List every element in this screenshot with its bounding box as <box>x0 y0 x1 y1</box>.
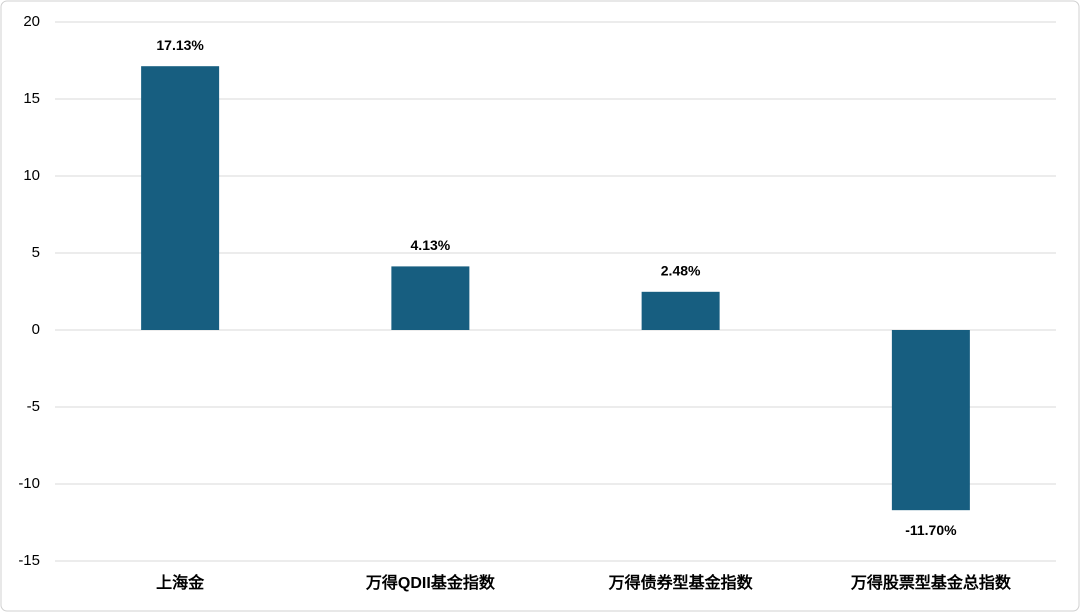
x-tick-label: 万得QDII基金指数 <box>365 573 496 592</box>
y-tick-label: 0 <box>32 321 40 338</box>
y-tick-label: 20 <box>23 13 40 30</box>
bar <box>141 66 220 330</box>
y-tick-label: -10 <box>18 475 40 492</box>
value-label: -11.70% <box>905 522 957 538</box>
value-label: 17.13% <box>156 37 204 53</box>
bar <box>391 266 470 330</box>
y-tick-label: -15 <box>18 552 40 569</box>
value-label: 2.48% <box>661 263 701 279</box>
bar <box>641 291 720 330</box>
y-tick-label: -5 <box>27 398 40 415</box>
y-tick-label: 10 <box>23 167 40 184</box>
y-tick-label: 15 <box>23 90 40 107</box>
x-tick-label: 万得债券型基金指数 <box>608 573 754 592</box>
x-tick-label: 万得股票型基金总指数 <box>850 573 1012 592</box>
value-label: 4.13% <box>411 237 451 253</box>
bar <box>891 330 970 511</box>
x-tick-label: 上海金 <box>156 573 205 592</box>
y-tick-label: 5 <box>32 244 40 261</box>
